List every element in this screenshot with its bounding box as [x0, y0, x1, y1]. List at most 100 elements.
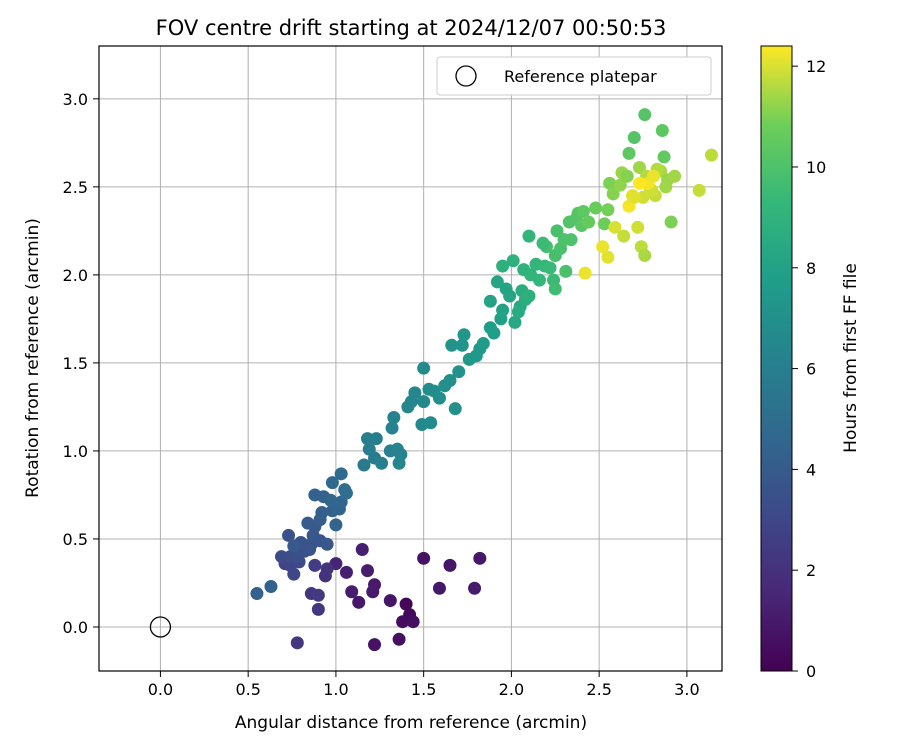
reference-marker-group	[149, 616, 172, 638]
data-point	[576, 204, 590, 218]
x-tick-label: 3.0	[674, 680, 699, 699]
legend-reference-marker	[455, 65, 477, 87]
data-point	[578, 266, 592, 280]
data-point	[483, 294, 497, 308]
data-point	[448, 402, 462, 416]
x-axis-ticks: 0.0 0.5 1.0 1.5 2.0 2.5 3.0	[148, 671, 700, 699]
x-tick-label: 0.0	[148, 680, 173, 699]
y-axis-label: Rotation from reference (arcmin)	[23, 218, 43, 498]
data-point	[308, 558, 322, 572]
data-point	[315, 506, 329, 520]
reference-platepar-marker	[149, 616, 172, 638]
data-point	[301, 516, 315, 530]
data-point	[647, 169, 661, 183]
colorbar-tick-label: 8	[806, 259, 816, 278]
data-point	[496, 259, 510, 273]
data-point	[627, 131, 641, 145]
legend-label-reference-platepar: Reference platepar	[504, 67, 657, 86]
data-point	[325, 476, 339, 490]
data-point	[601, 203, 615, 217]
data-point	[668, 169, 682, 183]
colorbar-gradient	[760, 45, 793, 672]
data-point	[408, 386, 422, 400]
data-point	[633, 160, 647, 174]
data-point	[329, 518, 343, 532]
data-point	[362, 442, 376, 456]
data-point	[417, 551, 431, 565]
data-point	[368, 578, 382, 592]
data-point	[601, 250, 615, 264]
data-point	[385, 421, 399, 435]
data-point	[476, 337, 490, 351]
data-point	[417, 361, 431, 375]
data-point	[543, 261, 557, 275]
data-point	[452, 365, 466, 379]
data-point	[445, 338, 459, 352]
data-point	[522, 289, 536, 303]
data-point	[250, 587, 264, 601]
data-point	[417, 395, 431, 409]
data-point	[339, 486, 353, 500]
colorbar: 0 2 4 6 8 10 12 Hours from first FF file	[760, 45, 861, 681]
data-point	[603, 176, 617, 190]
colorbar-tick-label: 4	[806, 460, 816, 479]
colorbar-tick-label: 0	[806, 662, 816, 681]
data-point	[589, 201, 603, 215]
data-point	[503, 289, 517, 303]
y-tick-label: 2.0	[63, 266, 88, 285]
data-point	[620, 169, 634, 183]
data-point	[406, 615, 420, 629]
data-point	[396, 615, 410, 629]
x-tick-label: 2.0	[499, 680, 524, 699]
data-point	[399, 597, 413, 611]
legend-box	[436, 56, 712, 96]
data-point	[311, 602, 325, 616]
data-point	[606, 187, 620, 201]
colorbar-tick-label: 2	[806, 561, 816, 580]
data-point	[638, 249, 652, 263]
data-point	[368, 638, 382, 652]
data-point	[290, 636, 304, 650]
data-point	[468, 581, 482, 595]
data-points	[250, 108, 718, 652]
data-point	[532, 273, 546, 287]
data-point	[334, 467, 348, 481]
data-point	[345, 585, 359, 599]
data-point	[320, 537, 334, 551]
data-point	[424, 416, 438, 430]
data-point	[287, 567, 301, 581]
data-point	[692, 183, 706, 197]
data-point	[625, 189, 639, 203]
data-point	[432, 391, 446, 405]
data-point	[473, 551, 487, 565]
data-point	[339, 565, 353, 579]
colorbar-label: Hours from first FF file	[841, 263, 861, 453]
data-point	[324, 493, 338, 507]
colorbar-tick-label: 12	[806, 57, 826, 76]
data-point	[564, 233, 578, 247]
data-point	[622, 146, 636, 160]
data-point	[443, 558, 457, 572]
colorbar-ticks: 0 2 4 6 8 10 12	[792, 57, 826, 681]
data-point	[487, 326, 501, 340]
data-point	[596, 240, 610, 254]
data-point	[375, 456, 389, 470]
data-point	[352, 595, 366, 609]
y-tick-label: 2.5	[63, 178, 88, 197]
data-point	[613, 178, 627, 192]
data-point	[264, 579, 278, 593]
legend: Reference platepar	[436, 56, 712, 96]
data-point	[559, 264, 573, 278]
data-point	[443, 374, 457, 388]
data-point	[490, 275, 504, 289]
x-axis-label: Angular distance from reference (arcmin)	[235, 713, 587, 733]
data-point	[287, 539, 301, 553]
x-tick-label: 0.5	[235, 680, 260, 699]
data-point	[608, 220, 622, 234]
data-point	[311, 588, 325, 602]
plot-frame	[98, 45, 723, 672]
data-point	[655, 124, 669, 138]
data-point	[506, 254, 520, 268]
y-tick-label: 1.0	[63, 442, 88, 461]
